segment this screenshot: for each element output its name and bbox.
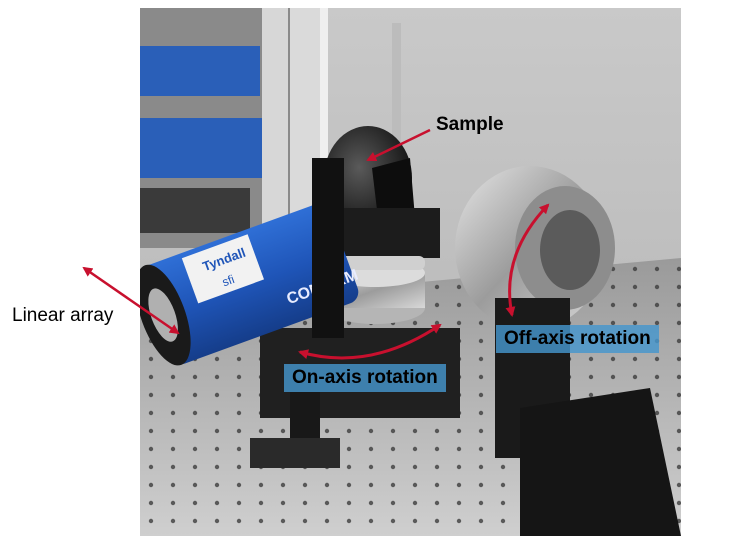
sample-label: Sample xyxy=(436,114,504,135)
off-axis-rotation-label: Off-axis rotation xyxy=(496,325,659,353)
lab-setup-photo: Tyndall sfi CONFIRM xyxy=(140,8,681,536)
linear-array-label: Linear array xyxy=(12,305,114,326)
on-axis-rotation-label: On-axis rotation xyxy=(284,364,446,392)
device-sticker: sfi xyxy=(220,272,236,289)
